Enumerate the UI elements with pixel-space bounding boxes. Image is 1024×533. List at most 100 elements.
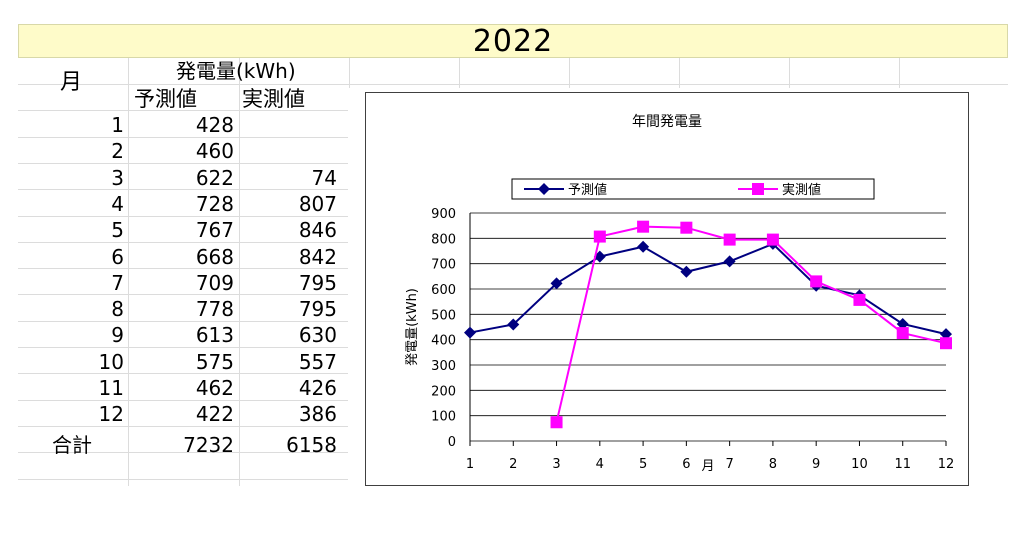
actual-cell[interactable]: 795 [298,297,337,322]
total-label[interactable]: 合計 [52,433,92,457]
actual-point [766,233,779,246]
grid-line [18,425,348,427]
month-cell[interactable]: 3 [111,165,124,190]
predicted-point [723,255,736,268]
chart-legend: 予測値 実測値 [511,178,875,200]
predicted-cell[interactable]: 778 [195,297,234,322]
legend-marker-actual [752,183,764,195]
y-axis-label: 発電量(kWh) [405,288,420,366]
y-tick-label: 400 [431,334,456,349]
predicted-cell[interactable]: 422 [195,402,234,427]
grid-line [18,136,348,138]
generation-header[interactable]: 発電量(kWh) [176,59,296,83]
actual-cell[interactable]: 630 [298,323,337,348]
x-tick-label: 8 [769,457,777,472]
actual-cell[interactable]: 426 [298,376,337,400]
actual-point [853,293,866,306]
y-tick-label: 800 [431,232,456,247]
actual-cell[interactable]: 807 [298,191,337,216]
x-tick-label: 5 [639,457,647,472]
month-cell[interactable]: 9 [111,323,124,348]
grid-line [18,189,348,191]
month-cell[interactable]: 8 [111,297,124,322]
predicted-cell[interactable]: 613 [195,323,234,348]
total-actual[interactable]: 6158 [286,433,337,457]
grid-line [18,84,1008,85]
month-cell[interactable]: 7 [111,270,124,295]
grid-line [18,347,348,348]
grid-line [18,110,348,112]
actual-cell[interactable]: 74 [311,165,337,190]
y-tick-label: 500 [431,308,456,323]
grid-line [18,241,348,243]
predicted-cell[interactable]: 622 [195,165,234,190]
predicted-cell[interactable]: 575 [195,349,234,374]
total-predicted[interactable]: 7232 [183,433,234,457]
grid-line [789,58,790,88]
chart-title: 年間発電量 [632,114,702,130]
actual-point [896,327,909,340]
grid-line [18,215,348,217]
month-header[interactable]: 月 [60,70,83,95]
x-tick-label: 1 [466,457,474,472]
predicted-point [896,317,909,330]
y-tick-label: 0 [448,435,456,450]
legend-marker-predicted [538,183,550,195]
predicted-point [637,240,650,253]
predicted-cell[interactable]: 428 [195,113,234,137]
actual-cell[interactable]: 386 [298,402,337,427]
actual-cell[interactable]: 842 [298,244,337,269]
actual-series-line [555,225,947,423]
predicted-cell[interactable]: 709 [195,270,234,295]
actual-header[interactable]: 実測値 [242,87,305,111]
predicted-cell[interactable]: 767 [195,218,234,243]
predicted-cell[interactable]: 460 [195,139,234,164]
actual-point [680,221,693,234]
x-tick-label: 10 [851,457,868,472]
predicted-point [507,318,520,331]
legend-box [511,178,875,200]
x-tick-label: 11 [894,457,911,472]
predicted-cell[interactable]: 462 [195,376,234,400]
month-cell[interactable]: 4 [111,191,124,216]
spreadsheet: 2022 月 発電量(kWh) 予測値 実測値 1 428 2 460 3 622 74 4 7… [18,0,1008,490]
actual-cell[interactable]: 846 [298,218,337,243]
grid-line [18,320,348,322]
grid-line [18,452,348,454]
predicted-cell[interactable]: 728 [195,191,234,216]
actual-cell[interactable]: 795 [298,270,337,295]
y-tick-label: 700 [431,258,456,273]
predicted-point [940,328,952,341]
x-tick-label: 7 [725,457,733,472]
predicted-cell[interactable]: 668 [195,244,234,269]
y-tick-label: 100 [431,410,456,425]
year-title[interactable]: 2022 [18,24,1008,59]
month-cell[interactable]: 11 [98,376,124,400]
grid-line [18,294,348,296]
month-cell[interactable]: 5 [111,218,124,243]
month-cell[interactable]: 1 [111,113,124,137]
grid-line [349,58,350,88]
grid-line [18,478,348,480]
chart-svg: 年間発電量 予測値 実測値 0 100 200 300 400 500 600 700 800 9… [405,114,954,474]
grid-line [128,58,129,486]
actual-point [637,220,650,233]
grid-line [459,58,460,88]
actual-point [550,416,563,429]
month-cell[interactable]: 6 [111,244,124,269]
predicted-header[interactable]: 予測値 [134,87,197,111]
legend-label-predicted: 予測値 [568,182,607,198]
grid-line [899,58,900,88]
month-cell[interactable]: 2 [111,139,124,164]
grid-line [679,58,680,88]
actual-cell[interactable]: 557 [298,349,337,374]
y-tick-label: 300 [431,359,456,374]
month-cell[interactable]: 12 [98,402,124,427]
predicted-point [464,326,476,339]
predicted-series-line [469,242,947,336]
grid-line [18,162,348,164]
annual-generation-chart[interactable]: 年間発電量 予測値 実測値 0 100 200 300 400 500 600 700 800 9… [365,92,969,486]
month-cell[interactable]: 10 [98,349,124,374]
y-tick-label: 200 [431,384,456,399]
